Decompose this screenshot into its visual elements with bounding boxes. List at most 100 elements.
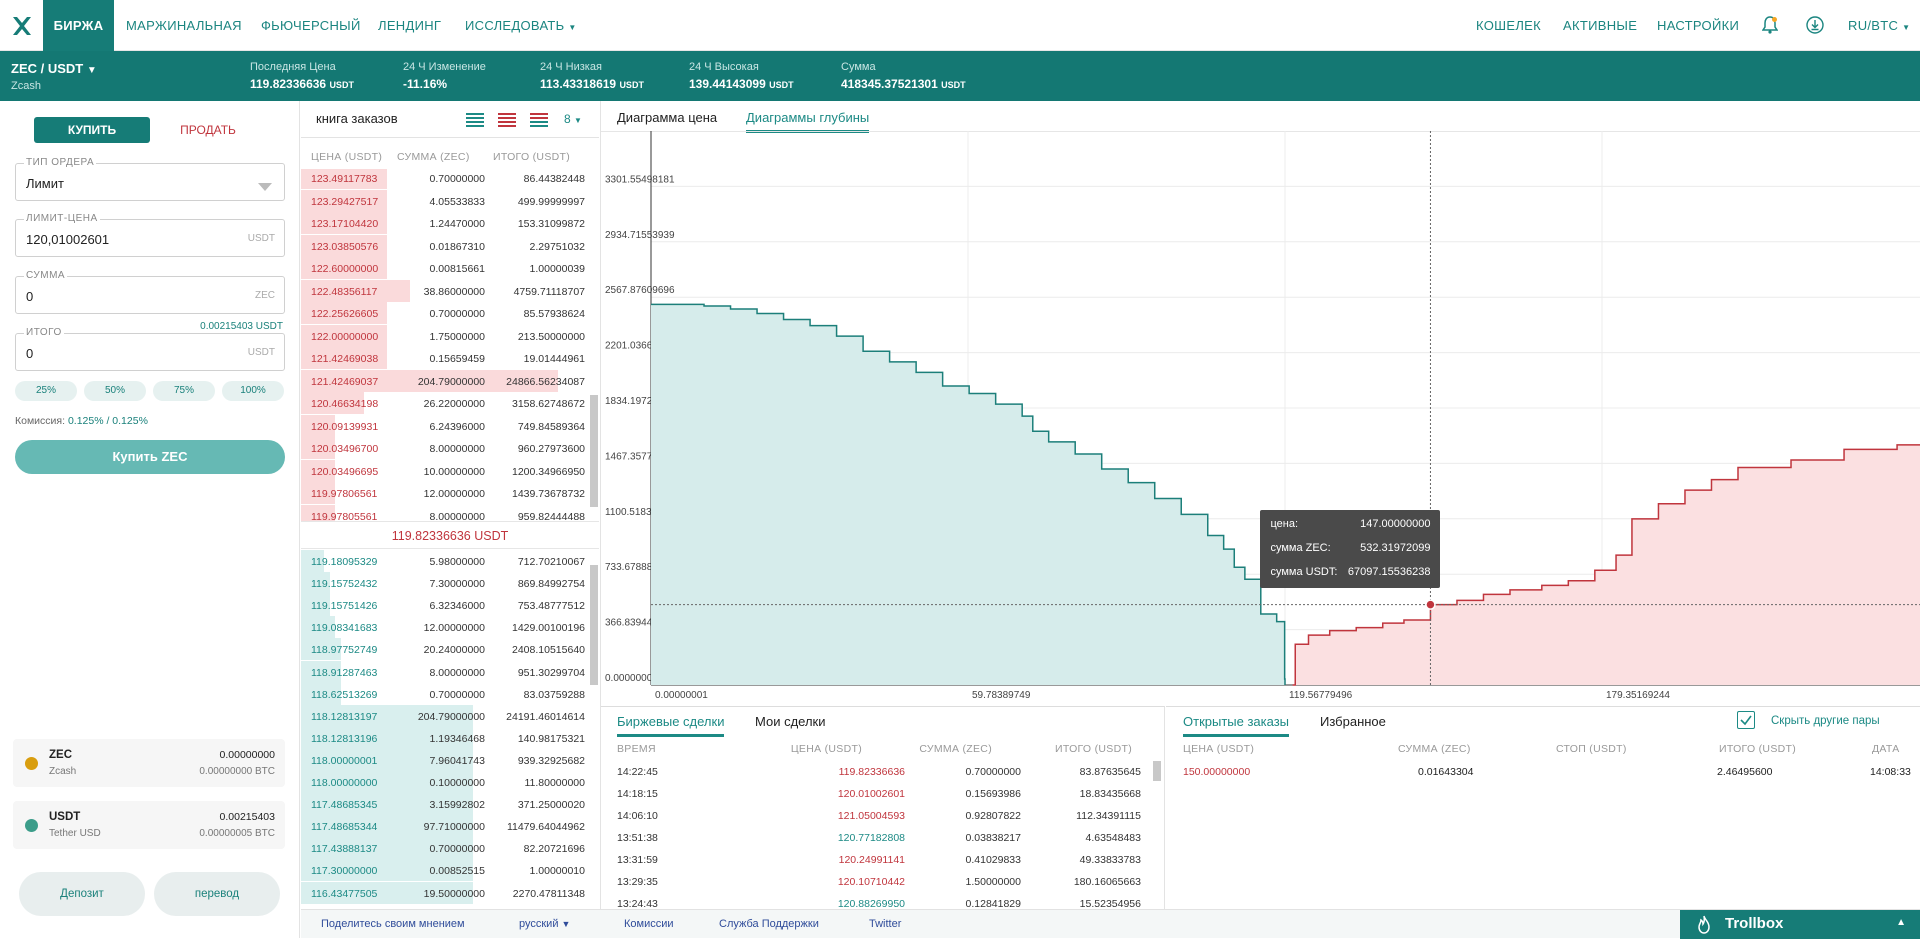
ask-row[interactable]: 120.03496695 10.00000000 1200.34966950 [301,459,599,482]
feedback-link[interactable]: Поделитесь своим мнением [321,918,465,930]
bid-row[interactable]: 117.48685344 97.71000000 11479.64044962 [301,815,599,838]
stat-label-low: 24 Ч Низкая [540,61,602,73]
pct-75-button[interactable]: 75% [153,381,215,401]
bid-row[interactable]: 118.97752749 20.24000000 2408.10515640 [301,638,599,661]
pct-50-button[interactable]: 50% [84,381,146,401]
bid-row[interactable]: 119.15751426 6.32346000 753.48777512 [301,594,599,617]
bids-scrollbar[interactable] [590,557,598,897]
support-link[interactable]: Служба Поддержки [719,918,819,930]
order-row[interactable]: 150.00000000 0.01643304 2.46495600 14:08… [1166,761,1916,783]
ask-row[interactable]: 122.00000000 1.75000000 213.50000000 [301,324,599,347]
bid-row[interactable]: 119.18095329 5.98000000 712.70210067 [301,550,599,572]
fees-link[interactable]: Комиссии [624,918,674,930]
trade-time: 14:06:10 [617,810,658,822]
bid-row[interactable]: 118.62513269 0.70000000 83.03759288 [301,682,599,705]
tab-market-trades[interactable]: Биржевые сделки [617,714,725,737]
book-total: 749.84589364 [517,420,585,433]
book-amount: 0.70000000 [429,173,485,185]
nav-wallet[interactable]: КОШЕЛЕК [1476,18,1541,33]
hide-other-pairs-label[interactable]: Скрыть другие пары [1771,715,1880,727]
submit-buy-button[interactable]: Купить ZEC [15,440,285,474]
bid-row[interactable]: 118.12813197 204.79000000 24191.46014614 [301,704,599,727]
ask-row[interactable]: 121.42469038 0.15659459 19.01444961 [301,347,599,369]
language-select[interactable]: русский ▼ [519,918,570,930]
nav-active[interactable]: АКТИВНЫЕ [1563,18,1638,33]
depth-chart[interactable]: 0.00000000 366.83944242 733.67888485 1100.5… [601,131,1920,706]
wallet-item-usdt[interactable]: USDT Tether USD 0.00215403 0.00000005 BT… [13,801,285,849]
nav-tab-lending[interactable]: ЛЕНДИНГ [378,18,442,33]
ask-row[interactable]: 123.03850576 0.01867310 2.29751032 [301,234,599,257]
nav-tab-margin[interactable]: МАРЖИНАЛЬНАЯ [126,18,242,33]
bell-icon[interactable] [1761,16,1779,36]
available-balance[interactable]: 0.00215403 USDT [200,321,283,332]
book-amount: 0.00815661 [429,263,485,275]
download-icon[interactable] [1806,16,1824,36]
twitter-link[interactable]: Twitter [869,918,902,930]
ask-row[interactable]: 119.97805561 8.00000000 959.82444488 [301,504,599,521]
asks-line [1292,444,1920,686]
trades-scrollbar[interactable] [1153,743,1161,903]
pct-100-button[interactable]: 100% [222,381,284,401]
ask-row[interactable]: 123.17104420 1.24470000 153.31099872 [301,212,599,234]
ask-row[interactable]: 120.09139931 6.24396000 749.84589364 [301,414,599,437]
book-view-both-icon[interactable] [466,113,484,132]
total-field[interactable]: ИТОГО 0 USDT [15,327,285,371]
ask-row[interactable]: 119.97806561 12.00000000 1439.73678732 [301,482,599,504]
bid-row[interactable]: 117.48685345 3.15992802 371.25000020 [301,793,599,816]
nav-tab-research[interactable]: ИССЛЕДОВАТЬ ▼ [465,0,577,51]
trollbox-bar[interactable]: Trollbox ▲ [1680,910,1920,939]
bid-row[interactable]: 119.15752432 7.30000000 869.84992754 [301,572,599,595]
sell-tab[interactable]: ПРОДАТЬ [180,123,236,137]
bid-row[interactable]: 118.00000000 0.10000000 11.80000000 [301,771,599,793]
wallet-item-zec[interactable]: ZEC Zcash 0.00000000 0.00000000 BTC [13,739,285,787]
amount-field[interactable]: СУММА 0 ZEC [15,270,285,314]
book-view-asks-icon[interactable] [498,113,516,132]
book-total: 140.98175321 [517,732,585,745]
book-price: 122.60000000 [311,263,379,275]
tab-open-orders[interactable]: Открытые заказы [1183,714,1290,737]
bid-row[interactable]: 118.91287463 8.00000000 951.30299704 [301,660,599,683]
tab-depth-chart[interactable]: Диаграммы глубины [746,110,870,133]
ask-row[interactable]: 123.29427517 4.05533833 499.99999997 [301,189,599,212]
ask-row[interactable]: 123.49117783 0.70000000 86.44382448 [301,167,599,189]
deposit-button[interactable]: Депозит [19,872,145,916]
tab-my-trades[interactable]: Мои сделки [755,714,826,729]
nav-tab-futures[interactable]: ФЬЮЧЕРСНЫЙ [261,18,361,33]
asks-scrollbar[interactable] [590,159,598,509]
ask-row[interactable]: 122.48356117 38.86000000 4759.71118707 [301,279,599,302]
book-view-bids-icon[interactable] [530,113,548,132]
book-price: 116.43477505 [311,887,378,900]
ask-row[interactable]: 121.42469037 204.79000000 24866.56234087 [301,369,599,392]
limit-price-field[interactable]: ЛИМИТ-ЦЕНА 120,01002601 USDT [15,213,285,257]
book-price: 117.48685345 [311,799,378,812]
bid-row[interactable]: 119.08341683 12.00000000 1429.00100196 [301,616,599,639]
ask-row[interactable]: 122.25626605 0.70000000 85.57938624 [301,302,599,324]
bid-row[interactable]: 116.43477505 19.50000000 2270.47811348 [301,881,599,904]
ask-row[interactable]: 120.03496700 8.00000000 960.27973600 [301,437,599,459]
lang-currency-select[interactable]: RU/BTC ▼ [1848,0,1910,51]
nav-tab-exchange[interactable]: БИРЖА [43,0,114,51]
logo[interactable] [0,0,43,51]
hide-other-pairs-checkbox[interactable] [1737,711,1755,729]
book-price: 119.15751426 [311,600,378,613]
pair-selector[interactable]: ZEC / USDT ▼ [11,61,97,76]
bid-row[interactable]: 118.12813196 1.19346468 140.98175321 [301,726,599,749]
bid-row[interactable]: 117.30000000 0.00852515 1.00000010 [301,859,599,882]
pct-25-button[interactable]: 25% [15,381,77,401]
bid-row[interactable]: 118.00000001 7.96041743 939.32925682 [301,748,599,771]
nav-settings[interactable]: НАСТРОЙКИ [1657,18,1740,33]
trade-total: 112.34391115 [1076,810,1141,822]
order-type-select[interactable]: ТИП ОРДЕРА Лимит [15,157,285,201]
depth-select[interactable]: 8 ▼ [564,112,582,126]
bid-row[interactable]: 117.43888137 0.70000000 82.20721696 [301,837,599,860]
transfer-button[interactable]: перевод [154,872,280,916]
ask-row[interactable]: 122.60000000 0.00815661 1.00000039 [301,257,599,279]
depth-bar [301,414,335,437]
book-total: 1439.73678732 [512,488,585,500]
tab-favorites[interactable]: Избранное [1320,714,1386,729]
trades-header-price: ЦЕНА (USDT) [790,743,862,755]
ask-row[interactable]: 120.46634198 26.22000000 3158.62748672 [301,392,599,414]
tab-price-chart[interactable]: Диаграмма цена [617,110,718,125]
trade-row: 14:22:45 119.82336636 0.70000000 83.8763564… [601,761,1151,783]
buy-tab[interactable]: КУПИТЬ [34,117,150,143]
